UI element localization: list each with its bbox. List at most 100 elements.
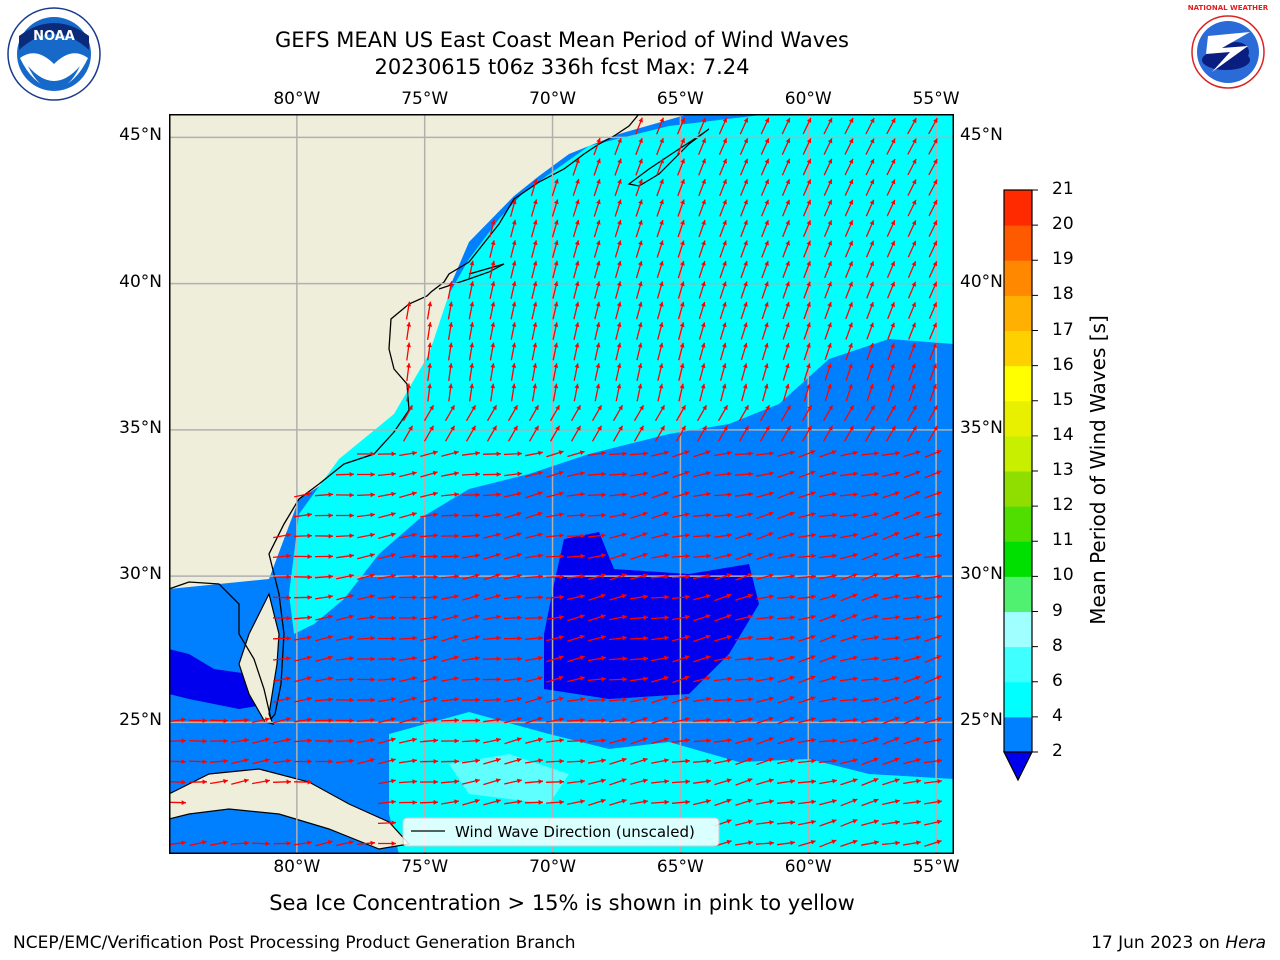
colorbar-tick-label: 12 <box>1052 495 1074 516</box>
wind-wave-arrowhead <box>495 532 501 538</box>
wind-wave-arrowhead <box>433 635 438 640</box>
wind-wave-arrowhead <box>891 138 896 144</box>
wind-wave-arrowhead <box>511 301 517 307</box>
wind-wave-arrowhead <box>769 840 774 846</box>
wind-wave-arrowhead <box>936 696 942 701</box>
wind-wave-arrowhead <box>617 138 622 143</box>
wind-wave-arrowhead <box>806 138 812 144</box>
wind-wave-arrowhead <box>748 697 753 702</box>
wind-wave-arrowhead <box>827 383 832 389</box>
wind-wave-arrowhead <box>743 301 748 307</box>
wind-wave-arrowhead <box>894 491 900 496</box>
cuba-landmass <box>169 768 411 850</box>
wind-wave-arrowhead <box>517 656 522 662</box>
wind-wave-arrowhead <box>490 342 496 348</box>
wind-wave-arrowhead <box>916 635 921 640</box>
wind-wave-arrowhead <box>538 553 543 559</box>
wind-wave-arrowhead <box>622 676 627 682</box>
wind-wave-arrowhead <box>328 738 333 744</box>
wind-wave-arrowhead <box>637 342 643 348</box>
wind-wave-arrowhead <box>538 450 543 456</box>
wind-wave-arrowhead <box>496 512 501 518</box>
wind-wave-arrowhead <box>831 471 837 476</box>
wind-wave-arrowhead <box>785 363 790 369</box>
wind-wave-arrowhead <box>370 677 375 682</box>
wind-wave-arrowhead <box>475 492 480 498</box>
wind-wave-arrowhead <box>601 758 606 763</box>
wind-wave-arrowhead <box>827 261 832 267</box>
wind-wave-arrowhead <box>726 819 732 824</box>
wind-wave-arrowhead <box>306 676 312 681</box>
wind-wave-arrowhead <box>790 553 795 558</box>
wind-wave-arrowhead <box>853 676 858 682</box>
wind-wave-arrowhead <box>663 716 669 722</box>
wind-wave-arrowhead <box>454 779 459 784</box>
wind-wave-arrowhead <box>517 451 522 457</box>
wind-wave-arrowhead <box>469 301 475 307</box>
wind-wave-arrowhead <box>874 840 879 845</box>
wind-wave-arrowhead <box>915 737 921 742</box>
wind-wave-arrowhead <box>764 302 769 307</box>
wind-wave-arrowhead <box>202 779 207 785</box>
wind-wave-arrowhead <box>869 343 874 348</box>
wind-wave-arrowhead <box>832 512 837 518</box>
colorbar-bin <box>1004 541 1032 577</box>
wind-wave-arrowhead <box>412 656 417 661</box>
wind-wave-arrowhead <box>890 384 895 389</box>
wind-wave-arrowhead <box>454 574 459 579</box>
wind-wave-arrowhead <box>475 655 480 661</box>
wind-wave-arrowhead <box>658 383 664 389</box>
wind-wave-arrowhead <box>895 676 900 681</box>
colorbar-bin <box>1004 611 1032 648</box>
lon-label: 80°W <box>273 857 321 877</box>
wind-wave-arrowhead <box>370 492 375 498</box>
wind-wave-arrowhead <box>433 615 438 620</box>
wind-wave-arrowhead <box>807 425 812 431</box>
wind-wave-arrowhead <box>827 302 832 307</box>
wind-wave-arrowhead <box>915 675 921 681</box>
wind-wave-arrowhead <box>516 757 522 763</box>
wind-wave-arrowhead <box>743 240 748 246</box>
wind-wave-arrowhead <box>596 219 601 225</box>
wind-wave-arrowhead <box>832 758 837 764</box>
wind-wave-arrowhead <box>852 778 858 783</box>
wind-wave-arrowhead <box>786 405 791 411</box>
wind-wave-arrowhead <box>680 240 685 246</box>
wind-wave-arrowhead <box>701 301 706 307</box>
wind-wave-arrowhead <box>533 199 538 205</box>
wind-wave-arrowhead <box>600 573 606 579</box>
wind-wave-arrowhead <box>680 199 685 205</box>
wind-wave-arrowhead <box>705 634 711 640</box>
wind-wave-arrowhead <box>181 738 186 744</box>
lat-label: 25°N <box>960 710 1003 731</box>
wind-wave-arrowhead <box>831 634 837 639</box>
wind-wave-arrowhead <box>601 655 606 661</box>
wind-wave-arrowhead <box>769 471 774 476</box>
colorbar-label: Mean Period of Wind Waves [s] <box>1086 315 1110 625</box>
colorbar-tick-label: 8 <box>1052 635 1063 656</box>
wind-wave-arrowhead <box>622 697 627 702</box>
wind-wave-arrowhead <box>936 839 942 845</box>
wind-wave-arrowhead <box>369 573 375 579</box>
wind-wave-arrowhead <box>658 363 664 369</box>
wind-wave-arrowhead <box>743 179 748 185</box>
wind-wave-arrowhead <box>621 573 627 578</box>
wind-wave-arrowhead <box>580 758 585 764</box>
wind-wave-arrowhead <box>517 573 522 579</box>
wind-wave-arrowhead <box>574 301 580 307</box>
lon-label: 60°W <box>784 857 832 877</box>
wind-wave-arrowhead <box>811 758 816 764</box>
wind-wave-arrowhead <box>576 425 581 431</box>
wind-wave-arrowhead <box>517 594 522 600</box>
wind-wave-arrowhead <box>658 301 664 307</box>
wind-wave-arrowhead <box>895 840 900 846</box>
wind-wave-arrowhead <box>873 593 879 599</box>
wind-wave-arrowhead <box>937 532 942 538</box>
wind-wave-arrowhead <box>932 220 938 226</box>
wind-wave-arrowhead <box>701 158 706 164</box>
wind-wave-arrowhead <box>705 655 711 660</box>
wind-wave-arrowhead <box>742 383 748 389</box>
wind-wave-arrowhead <box>810 450 816 455</box>
wind-wave-arrowhead <box>559 512 564 517</box>
wind-wave-arrowhead <box>406 363 411 368</box>
